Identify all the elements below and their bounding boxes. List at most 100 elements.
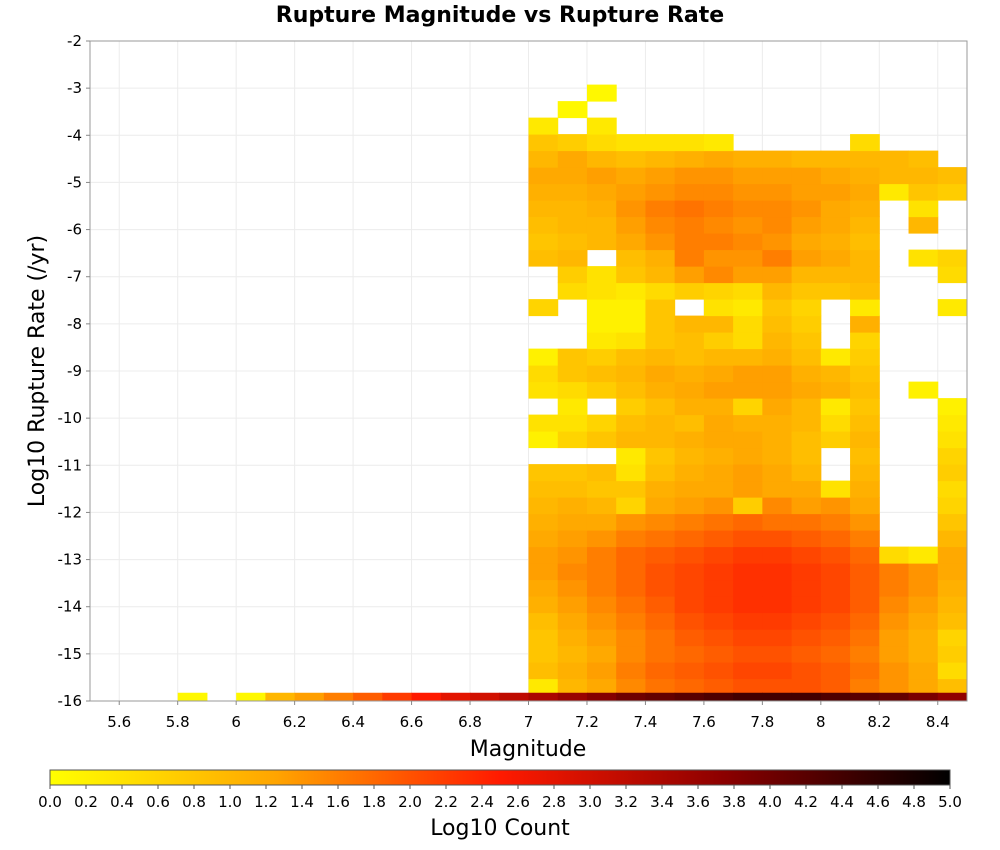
heatmap-cell [557, 200, 588, 218]
heatmap-cell [908, 546, 939, 564]
heatmap-cell [791, 348, 822, 366]
heatmap-cell [908, 167, 939, 185]
heatmap-cell [703, 497, 734, 515]
heatmap-cell [820, 233, 851, 251]
heatmap-cell [616, 332, 646, 350]
heatmap-cell [645, 513, 676, 531]
heatmap-cell [586, 431, 617, 449]
heatmap-cell [733, 332, 763, 350]
heatmap-cell [674, 134, 705, 152]
colorbar-tick-label: 0.0 [38, 793, 62, 811]
heatmap-cell [791, 315, 822, 333]
heatmap-cell [616, 266, 646, 284]
heatmap-cell [791, 629, 822, 647]
heatmap-cell [528, 249, 559, 267]
heatmap-cell [645, 414, 676, 432]
heatmap-cell [586, 612, 617, 630]
heatmap-cell [850, 134, 880, 152]
heatmap-cell [703, 282, 734, 300]
heatmap-cell [645, 678, 676, 696]
y-tick-label: -8 [67, 315, 82, 333]
heatmap-cell [616, 546, 646, 564]
heatmap-cell [586, 546, 617, 564]
heatmap-cell [557, 678, 588, 696]
heatmap-cell [265, 692, 296, 701]
heatmap-cell [645, 692, 676, 701]
heatmap-cell [557, 629, 588, 647]
heatmap-cell [733, 579, 763, 597]
heatmap-cell [586, 117, 617, 135]
heatmap-cell [791, 282, 822, 300]
y-tick-label: -2 [67, 32, 82, 50]
heatmap-cell [850, 315, 880, 333]
heatmap-cell [616, 480, 646, 498]
heatmap-cell [616, 167, 646, 185]
heatmap-cell [762, 692, 793, 701]
heatmap-cell [616, 150, 646, 168]
heatmap-cell [557, 233, 588, 251]
heatmap-cell [937, 266, 968, 284]
heatmap-cell [733, 266, 763, 284]
heatmap-cell [645, 447, 676, 465]
heatmap-cell [762, 563, 793, 581]
colorbar-tick-label: 3.6 [686, 793, 710, 811]
heatmap-cell [557, 530, 588, 548]
heatmap-cell [733, 249, 763, 267]
heatmap-cell [557, 381, 588, 399]
heatmap-cell [733, 348, 763, 366]
heatmap-cell [616, 629, 646, 647]
heatmap-cell [557, 183, 588, 201]
heatmap-cell [528, 167, 559, 185]
heatmap-cell [703, 546, 734, 564]
heatmap-cell [820, 612, 851, 630]
heatmap-cell [762, 431, 793, 449]
heatmap-cell [791, 530, 822, 548]
heatmap-cell [586, 167, 617, 185]
heatmap-cell [791, 480, 822, 498]
heatmap-cell [791, 414, 822, 432]
colorbar-tick-label: 0.6 [146, 793, 170, 811]
heatmap-cell [850, 299, 880, 317]
heatmap-cell [557, 249, 588, 267]
heatmap-cell [850, 332, 880, 350]
heatmap-cell [616, 282, 646, 300]
heatmap-cell [674, 431, 705, 449]
heatmap-cell [645, 662, 676, 680]
heatmap-cell [879, 546, 910, 564]
heatmap-cell [674, 200, 705, 218]
heatmap-cell [733, 629, 763, 647]
heatmap-cell [674, 150, 705, 168]
x-tick-label: 7.8 [750, 713, 774, 731]
heatmap-cell [879, 678, 910, 696]
heatmap-cell [323, 692, 354, 701]
heatmap-cell [820, 596, 851, 614]
heatmap-cell [762, 497, 793, 515]
heatmap-cell [791, 266, 822, 284]
heatmap-cell [850, 233, 880, 251]
heatmap-cell [703, 464, 734, 482]
heatmap-cell [703, 612, 734, 630]
y-tick-label: -9 [67, 362, 82, 380]
heatmap-cell [879, 183, 910, 201]
heatmap-cell [937, 464, 968, 482]
colorbar [49, 769, 951, 786]
heatmap-cell [645, 645, 676, 663]
heatmap-cell [733, 282, 763, 300]
heatmap-cell [820, 431, 851, 449]
heatmap-cell [616, 398, 646, 416]
heatmap-cell [762, 381, 793, 399]
heatmap-cell [937, 497, 968, 515]
heatmap-cell [645, 530, 676, 548]
heatmap-cell [791, 612, 822, 630]
heatmap-cell [674, 414, 705, 432]
heatmap-cell [703, 645, 734, 663]
heatmap-cell [879, 563, 910, 581]
heatmap-cell [762, 233, 793, 251]
colorbar-tick-label: 3.4 [650, 793, 674, 811]
heatmap-cell [703, 692, 734, 701]
heatmap-cell [791, 332, 822, 350]
heatmap-cell [674, 645, 705, 663]
x-axis-ticks: 5.6 5.8 6 6.2 6.4 6.6 6.8 7 7.2 7.4 7.6 7.8 8 8.2 8.4 [107, 701, 950, 731]
heatmap-cell [528, 117, 559, 135]
heatmap-cell [645, 464, 676, 482]
